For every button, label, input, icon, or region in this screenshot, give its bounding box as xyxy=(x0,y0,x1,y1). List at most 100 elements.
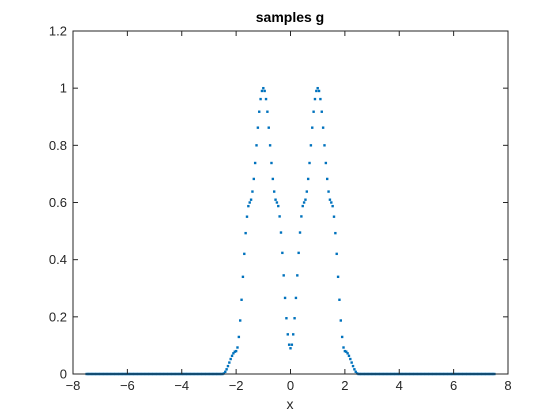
sample-point xyxy=(321,126,325,129)
plot-area xyxy=(73,31,508,374)
sample-point xyxy=(240,298,243,301)
sample-point xyxy=(319,97,322,101)
ticks: −8 −6 −4 −2 0 2 4 6 8 0 0.2 0.4 0.6 0.8 1 1.2 xyxy=(49,24,512,394)
sample-point xyxy=(315,89,318,93)
chart-title: samples g xyxy=(256,9,324,25)
sample-point xyxy=(334,231,337,235)
sample-point xyxy=(311,126,314,129)
sample-point xyxy=(260,89,264,93)
sample-point xyxy=(237,335,241,339)
sample-point xyxy=(247,204,250,208)
sample-point xyxy=(340,335,344,339)
sample-point xyxy=(264,97,268,101)
sample-point xyxy=(262,86,265,90)
sample-point xyxy=(304,198,307,201)
sample-point xyxy=(313,97,317,101)
sample-point xyxy=(345,350,348,353)
sample-point xyxy=(351,364,355,368)
sample-point xyxy=(309,144,313,147)
sample-point xyxy=(338,298,341,301)
sample-point xyxy=(275,201,279,204)
x-tick-label: −6 xyxy=(120,378,135,393)
sample-point xyxy=(255,144,258,147)
sample-point xyxy=(226,364,230,368)
sample-point xyxy=(289,347,292,350)
sample-point xyxy=(290,343,294,346)
y-tick-label: 0 xyxy=(60,367,67,382)
y-tick-label: 0.4 xyxy=(49,252,67,267)
sample-point xyxy=(259,97,262,101)
y-tick-label: 0.8 xyxy=(49,138,67,153)
sample-point xyxy=(298,231,302,234)
sample-point xyxy=(302,201,306,204)
sample-point xyxy=(300,215,303,218)
sample-point xyxy=(228,361,231,364)
sample-point xyxy=(326,177,329,181)
x-tick-label: −8 xyxy=(66,378,81,393)
sample-point xyxy=(266,110,269,113)
sample-point xyxy=(230,354,234,358)
sample-point xyxy=(222,372,226,375)
sample-point xyxy=(282,274,285,277)
sample-point xyxy=(229,357,232,361)
sample-point xyxy=(328,198,332,201)
sample-point xyxy=(243,252,246,256)
sample-point xyxy=(323,144,326,147)
sample-point xyxy=(232,352,235,355)
sample-point xyxy=(271,177,275,181)
sample-point xyxy=(245,215,249,218)
x-tick-label: 6 xyxy=(450,378,457,393)
sample-point xyxy=(292,333,295,336)
y-tick-label: 0.6 xyxy=(49,195,67,210)
sample-point xyxy=(320,110,323,113)
sample-point xyxy=(346,352,349,355)
sample-point xyxy=(270,161,273,165)
y-tick-label: 1 xyxy=(60,81,67,96)
sample-point xyxy=(248,201,251,204)
sample-point xyxy=(268,144,272,147)
plot-box xyxy=(72,30,509,375)
sample-point xyxy=(347,354,351,358)
x-tick-label: 8 xyxy=(504,378,511,393)
sample-point xyxy=(286,333,289,336)
sample-point xyxy=(287,343,291,346)
sample-point xyxy=(224,370,227,374)
sample-point xyxy=(272,190,276,193)
sample-point xyxy=(249,198,253,201)
sample-point xyxy=(294,296,298,300)
sample-point xyxy=(263,89,266,93)
sample-point xyxy=(342,346,345,349)
sample-point xyxy=(354,370,357,374)
sample-point xyxy=(278,215,281,218)
sample-point xyxy=(251,190,254,193)
sample-point xyxy=(258,110,261,113)
sample-point xyxy=(234,349,238,353)
x-tick-label: −4 xyxy=(174,378,189,393)
sample-point xyxy=(335,252,338,256)
sample-point xyxy=(225,368,228,371)
sample-point xyxy=(279,231,283,234)
sample-point xyxy=(336,275,340,279)
x-tick-label: 4 xyxy=(396,378,403,393)
sample-point xyxy=(316,86,319,90)
sample-point xyxy=(317,89,321,93)
sample-point xyxy=(353,368,356,371)
sample-point xyxy=(281,251,284,255)
sample-point xyxy=(355,372,359,375)
sample-point xyxy=(297,251,300,255)
x-axis-label: x xyxy=(287,396,294,412)
sample-point xyxy=(277,204,280,208)
sample-point xyxy=(296,274,299,277)
sample-point xyxy=(256,126,260,129)
sample-point xyxy=(312,110,315,113)
x-tick-label: −2 xyxy=(229,378,244,393)
x-tick-label: 0 xyxy=(287,378,294,393)
sample-point xyxy=(283,296,287,300)
sample-point xyxy=(327,190,330,193)
sample-point xyxy=(350,361,353,364)
sample-point xyxy=(324,161,328,165)
sample-point xyxy=(241,275,245,279)
sample-point xyxy=(330,201,333,204)
sample-point xyxy=(239,319,242,322)
